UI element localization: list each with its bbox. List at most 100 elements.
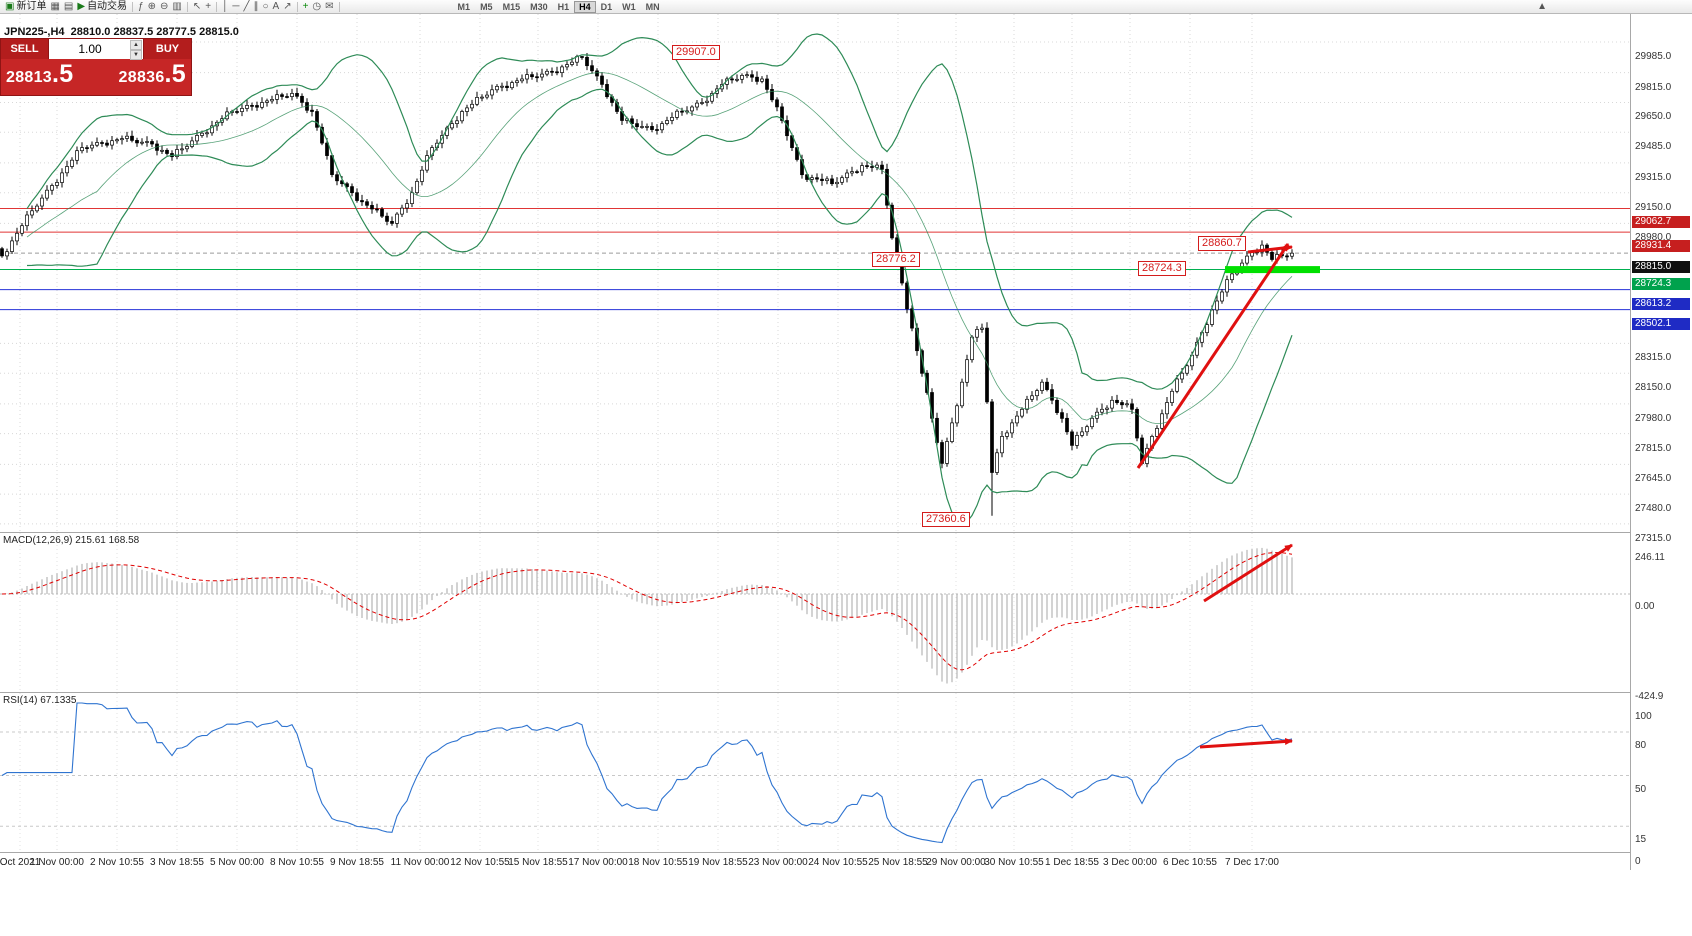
timeframe-mn-button[interactable]: MN — [645, 1, 660, 12]
vertical-line-icon[interactable]: │ — [220, 1, 230, 13]
arrows-icon: ↗ — [283, 0, 292, 12]
horizontal-line-icon[interactable]: ─ — [230, 1, 241, 13]
time-axis-label: 17 Nov 00:00 — [568, 857, 628, 868]
volume-field: ▲ ▼ — [48, 39, 144, 60]
toolbar-separator — [186, 1, 188, 12]
timeframe-m1-button[interactable]: M1 — [457, 1, 471, 12]
shapes-icon: ○ — [262, 0, 269, 12]
time-axis-label: 8 Nov 10:55 — [270, 857, 324, 868]
arrows-icon[interactable]: ↗ — [281, 1, 293, 13]
timeframe-w1-button[interactable]: W1 — [622, 1, 636, 12]
rsi-axis-label: 15 — [1635, 834, 1647, 846]
vertical-line-icon: │ — [222, 0, 229, 12]
trade-prices-row: 28813.5 28836.5 — [1, 59, 191, 95]
timeframe-group: M1 M5 M15 M30 H1 H4 D1 W1 MN — [453, 0, 665, 13]
price-annotation[interactable]: 28860.7 — [1198, 236, 1246, 251]
price-axis-chip: 28931.4 — [1632, 240, 1690, 253]
price-axis-chip: 28815.0 — [1632, 261, 1690, 274]
collapse-toolbar-icon[interactable]: ▲ — [1537, 0, 1547, 12]
price-annotation[interactable]: 28776.2 — [872, 252, 920, 267]
new-order-button-label: 新订单 — [16, 0, 47, 12]
time-axis-label: 18 Nov 10:55 — [628, 857, 688, 868]
shapes-icon[interactable]: ○ — [260, 1, 270, 13]
price-axis-label: 29650.0 — [1635, 111, 1672, 123]
time-axis-label: 25 Nov 18:55 — [868, 857, 928, 868]
auto-trading-button[interactable]: ▶ 自动交易 — [75, 1, 129, 13]
volume-spinner: ▲ ▼ — [130, 40, 142, 60]
ask-frac: .5 — [164, 60, 186, 88]
trendline-icon[interactable]: ╱ — [241, 1, 251, 13]
price-annotation[interactable]: 27360.6 — [922, 512, 970, 527]
mail-icon[interactable]: ✉ — [323, 1, 335, 13]
rsi-axis-label: 100 — [1635, 711, 1652, 722]
chart-plot-area[interactable] — [0, 14, 1630, 532]
macd-axis-label: -424.9 — [1635, 691, 1664, 702]
ask-main: 28836 — [118, 69, 165, 86]
time-axis-label: 1 Dec 18:55 — [1045, 857, 1099, 868]
new-order-button[interactable]: ▣ 新订单 — [3, 1, 48, 13]
rsi-plot-area[interactable] — [0, 693, 1630, 852]
top-toolbar: ▣ 新订单 ▦ ▤ ▶ 自动交易 ƒ ⊕ ⊖ ▥ ↖ + │ ─ ╱ ∥ ○ A ↗ + ◷ ✉ M1 M5 M15 M30 H1 H… — [0, 0, 1692, 14]
trade-controls-row: SELL ▲ ▼ BUY — [1, 39, 191, 60]
auto-trading-button-label: 自动交易 — [87, 0, 128, 12]
text-icon: A — [272, 0, 280, 12]
time-axis-label: 5 Nov 00:00 — [210, 857, 264, 868]
auto-trading-button-icon: ▶ — [77, 0, 86, 12]
price-annotation[interactable]: 29907.0 — [672, 45, 720, 60]
sell-button[interactable]: SELL — [1, 39, 48, 59]
period-icon[interactable]: ◷ — [310, 1, 323, 13]
indicator-list-icon[interactable]: ƒ — [136, 1, 146, 13]
mail-icon: ✉ — [325, 0, 334, 12]
macd-plot-area[interactable] — [0, 533, 1630, 692]
bid-frac: .5 — [52, 60, 74, 88]
one-click-trading-panel: SELL ▲ ▼ BUY 28813.5 28836.5 — [0, 38, 192, 96]
timeframe-m30-button[interactable]: M30 — [530, 1, 548, 12]
profile-icon[interactable]: ▤ — [62, 1, 75, 13]
zoom-in-icon: ⊕ — [147, 0, 157, 12]
cursor-icon[interactable]: ↖ — [191, 1, 203, 13]
price-axis-label: 29485.0 — [1635, 141, 1672, 153]
volume-increase-button[interactable]: ▲ — [130, 40, 142, 50]
zoom-out-icon[interactable]: ⊖ — [158, 1, 170, 13]
buy-button[interactable]: BUY — [144, 39, 191, 59]
time-axis-label: 1 Nov 00:00 — [30, 857, 84, 868]
toolbar-separator — [132, 1, 134, 12]
volume-input[interactable] — [49, 39, 143, 59]
volume-decrease-button[interactable]: ▼ — [130, 50, 142, 60]
timeframe-h4-button[interactable]: H4 — [574, 0, 596, 13]
timeframe-h1-button[interactable]: H1 — [557, 1, 570, 12]
price-annotation[interactable]: 28724.3 — [1138, 261, 1186, 276]
chart-window-icon: ▦ — [50, 0, 60, 12]
timeframe-d1-button[interactable]: D1 — [600, 1, 613, 12]
period-icon: ◷ — [312, 0, 322, 12]
time-axis-label: 29 Nov 00:00 — [926, 857, 986, 868]
add-indicator-icon[interactable]: + — [301, 1, 311, 13]
price-axis-chip: 28613.2 — [1632, 297, 1690, 310]
tile-windows-icon[interactable]: ▥ — [170, 1, 183, 13]
zoom-in-icon[interactable]: ⊕ — [146, 1, 158, 13]
text-icon[interactable]: A — [271, 1, 282, 13]
price-axis-chip: 29062.7 — [1632, 216, 1690, 229]
price-axis-label: 27980.0 — [1635, 412, 1672, 424]
time-axis-label: 12 Nov 10:55 — [450, 857, 510, 868]
macd-indicator-panel: MACD(12,26,9) 215.61 168.58 — [0, 532, 1630, 692]
timeframe-m15-button[interactable]: M15 — [502, 1, 521, 12]
rsi-axis-label: 80 — [1635, 740, 1647, 751]
price-axis-label: 29815.0 — [1635, 81, 1672, 93]
trendline-icon: ╱ — [243, 0, 250, 12]
chart-window-icon[interactable]: ▦ — [48, 1, 61, 13]
rsi-label: RSI(14) 67.1335 — [3, 695, 77, 706]
price-axis-label: 27480.0 — [1635, 503, 1672, 515]
crosshair-icon[interactable]: + — [203, 1, 213, 13]
rsi-axis-label: 0 — [1635, 856, 1641, 867]
time-axis: Oct 2021 1 Nov 00:00 2 Nov 10:55 3 Nov 18:5… — [0, 852, 1692, 872]
time-axis-label: 15 Nov 18:55 — [508, 857, 568, 868]
time-axis-label: 2 Nov 10:55 — [90, 857, 144, 868]
channel-icon[interactable]: ∥ — [251, 1, 260, 13]
ask-price: 28836.5 — [119, 61, 186, 91]
timeframe-m5-button[interactable]: M5 — [480, 1, 493, 12]
toolbar-separator — [216, 1, 218, 12]
time-axis-label: 23 Nov 00:00 — [748, 857, 808, 868]
toolbar-separator — [296, 1, 298, 12]
